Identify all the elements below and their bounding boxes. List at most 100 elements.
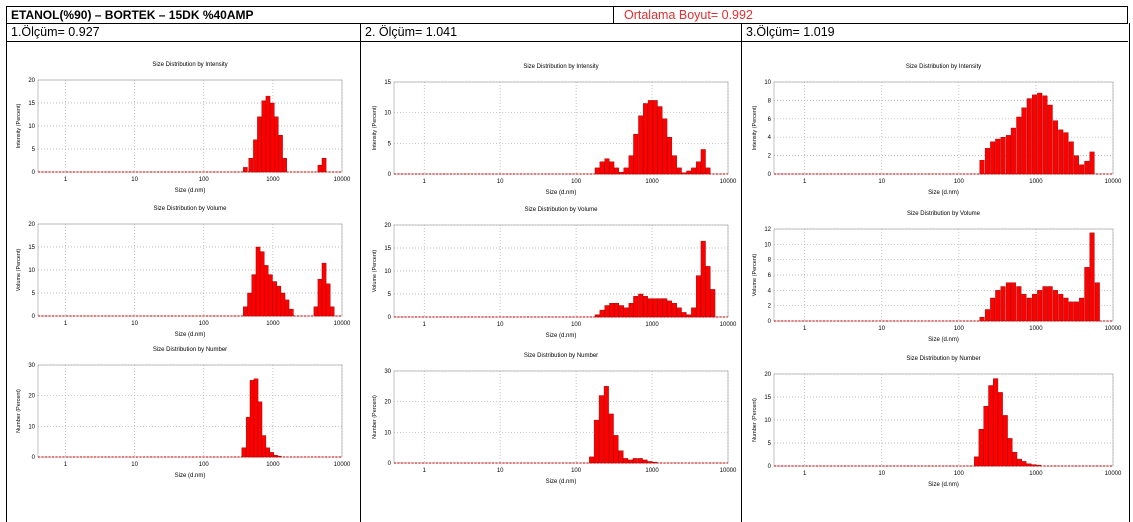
bar <box>1042 95 1048 175</box>
y-tick-label: 20 <box>384 223 391 229</box>
x-tick-label: 10 <box>497 468 504 474</box>
chart-title: Size Distribution by Number <box>153 347 227 353</box>
x-tick-label: 10000 <box>1105 326 1122 332</box>
divider <box>742 41 1128 42</box>
bar <box>1079 164 1085 175</box>
bar <box>652 100 658 175</box>
page-title: ETANOL(%90) – BORTEK – 15DK %40AMP <box>11 8 254 22</box>
bar <box>993 378 999 467</box>
x-tick-label: 10 <box>878 326 885 332</box>
y-tick-label: 0 <box>768 319 772 325</box>
bar <box>1094 282 1100 322</box>
y-tick-label: 10 <box>764 418 771 424</box>
bar <box>1026 297 1032 322</box>
x-tick-label: 1 <box>64 321 68 327</box>
bar <box>990 297 996 322</box>
bar <box>705 266 711 318</box>
y-tick-label: 0 <box>32 455 36 461</box>
bar <box>1052 120 1058 175</box>
bar <box>1005 135 1011 175</box>
bar <box>599 161 605 175</box>
bar <box>681 312 687 318</box>
bar <box>282 157 287 173</box>
bar <box>249 380 255 458</box>
x-tick-label: 1000 <box>1029 326 1043 332</box>
y-axis-label: Volume (Percent) <box>16 249 22 292</box>
y-tick-label: 10 <box>384 430 391 436</box>
bar <box>1042 286 1048 322</box>
y-tick-label: 12 <box>764 227 771 233</box>
bar <box>647 100 653 175</box>
bar <box>1063 297 1069 322</box>
bar <box>1026 463 1032 467</box>
x-tick-label: 10 <box>878 471 885 477</box>
bar <box>251 274 257 317</box>
y-tick-label: 0 <box>768 464 772 470</box>
plot-frame <box>393 370 729 464</box>
bar <box>598 395 604 464</box>
bar <box>274 116 279 173</box>
bar <box>329 306 335 317</box>
x-tick-label: 100 <box>954 179 965 185</box>
bar <box>643 103 648 175</box>
x-tick-label: 1000 <box>1029 179 1043 185</box>
bar <box>599 309 605 318</box>
x-axis-label: Size (d.nm) <box>928 482 959 488</box>
bar <box>983 406 989 467</box>
x-tick-label: 10000 <box>720 179 737 185</box>
measurement-columns: 1.Ölçüm= 0.927 2. Ölçüm= 1.041 3.Ölçüm= … <box>6 23 1130 522</box>
y-tick-label: 15 <box>764 395 771 401</box>
y-axis-label: Number (Percent) <box>16 389 22 433</box>
y-tick-label: 10 <box>384 269 391 275</box>
y-tick-label: 0 <box>388 315 392 321</box>
bar <box>317 278 323 317</box>
bar <box>1032 94 1038 175</box>
bar <box>604 158 610 175</box>
bar <box>984 309 990 322</box>
bar <box>995 290 1001 322</box>
x-tick-label: 1 <box>803 179 807 185</box>
bar <box>623 458 629 464</box>
x-axis-label: Size (d.nm) <box>175 473 206 479</box>
bar <box>261 100 267 173</box>
bar <box>662 118 668 175</box>
measurement-3-label: 3.Ölçüm= 1.019 <box>746 25 835 39</box>
bar <box>609 161 615 175</box>
y-tick-label: 4 <box>768 135 772 141</box>
bar <box>253 139 258 173</box>
bar <box>1079 297 1085 322</box>
bar <box>255 246 261 317</box>
x-axis-label: Size (d.nm) <box>546 479 577 485</box>
bar <box>1000 136 1006 175</box>
bar <box>257 401 263 458</box>
bar <box>269 452 274 458</box>
bar <box>623 167 629 175</box>
bar <box>265 447 270 458</box>
chart-title: Size Distribution by Intensity <box>152 62 227 68</box>
bar <box>276 285 282 317</box>
chart-title: Size Distribution by Volume <box>907 211 981 217</box>
bar <box>269 102 275 173</box>
bar <box>1063 132 1069 175</box>
x-tick-label: 10000 <box>1105 179 1122 185</box>
bar <box>259 251 265 317</box>
bar <box>289 308 294 317</box>
bar <box>662 298 668 318</box>
x-tick-label: 10 <box>497 179 504 185</box>
x-tick-label: 100 <box>199 177 210 183</box>
x-tick-label: 10000 <box>720 468 737 474</box>
bar <box>638 293 644 318</box>
bar <box>618 450 624 464</box>
chart-title: Size Distribution by Volume <box>153 206 227 212</box>
x-tick-label: 100 <box>954 326 965 332</box>
x-tick-label: 1000 <box>266 462 280 468</box>
bar <box>978 428 984 467</box>
x-tick-label: 1 <box>423 468 427 474</box>
x-tick-label: 10000 <box>334 177 351 183</box>
bar <box>603 386 609 464</box>
bar <box>248 157 254 173</box>
x-tick-label: 10 <box>497 322 504 328</box>
